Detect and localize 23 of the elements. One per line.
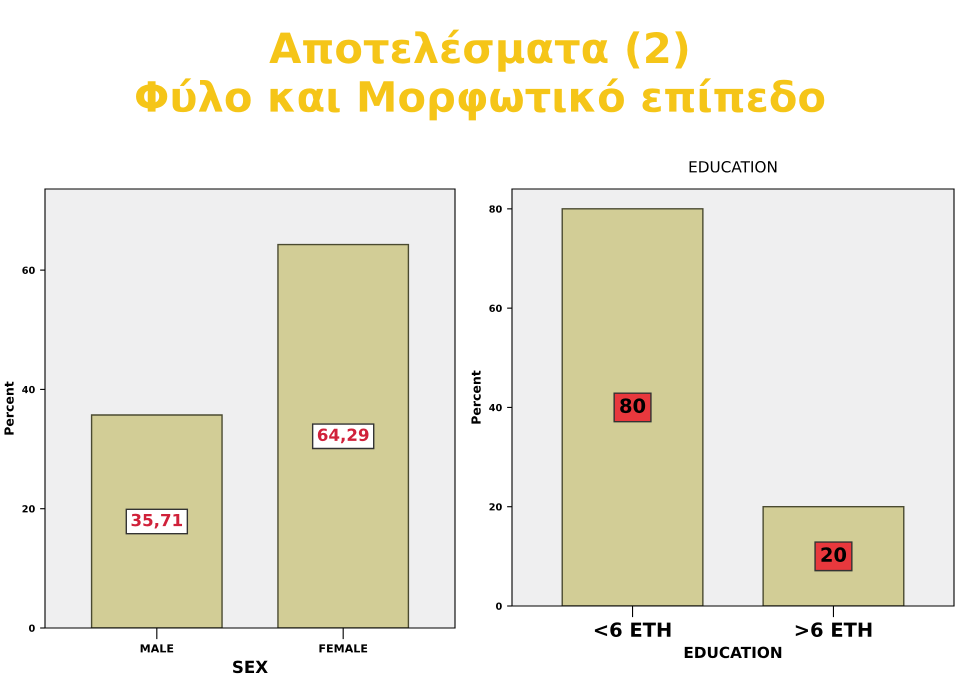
data-label: 64,29 <box>318 428 368 444</box>
data-label: 80 <box>620 398 646 414</box>
y-tick-label: 80 <box>489 205 502 213</box>
y-tick-label: 60 <box>22 266 35 274</box>
x-tick-label: <6 ETH <box>594 622 670 638</box>
y-axis-title: Percent <box>471 370 481 424</box>
x-axis-title: SEX <box>233 660 268 674</box>
data-label: 35,71 <box>132 514 182 528</box>
y-tick-label: 20 <box>490 503 502 511</box>
chart-title: Αποτελέσματα (2) Φύλο και Μορφωτικό επίπεδο <box>136 30 824 120</box>
y-tick-label: 40 <box>489 404 502 412</box>
y-tick-label: 40 <box>22 386 35 394</box>
data-label: 20 <box>821 547 846 562</box>
x-tick-label: FEMALE <box>319 644 368 652</box>
y-tick-label: 20 <box>22 505 35 513</box>
y-tick-label: 60 <box>489 304 502 312</box>
x-tick-label: >6 ETH <box>796 622 872 638</box>
chart-title: EDUCATION <box>690 160 776 173</box>
x-tick-label: MALE <box>140 644 174 652</box>
x-axis-title: EDUCATION <box>684 646 782 658</box>
y-tick-label: 0 <box>496 602 502 610</box>
y-axis-title: Percent <box>4 382 14 435</box>
y-tick-label: 0 <box>28 624 35 632</box>
